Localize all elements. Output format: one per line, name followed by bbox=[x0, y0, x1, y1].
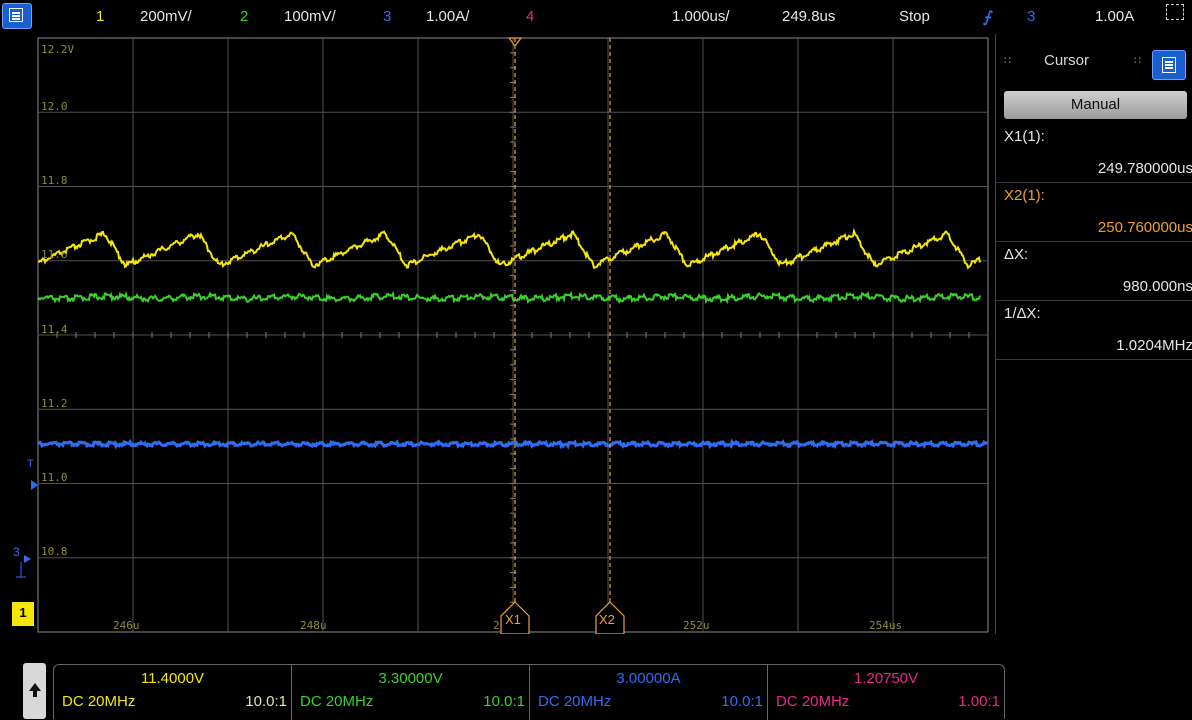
ch3-number[interactable]: 3 bbox=[383, 8, 392, 25]
ch4-coupling: DC 20MHz bbox=[776, 693, 850, 710]
x1-tag-outline bbox=[500, 601, 530, 634]
ch1-offset: 11.4000V bbox=[140, 670, 205, 687]
ch2-probe: 10.0:1 bbox=[483, 693, 525, 710]
ch3-ground-marker[interactable]: 3 bbox=[13, 545, 20, 559]
x-label-250u: 2 bbox=[493, 619, 500, 632]
x1-label: X1(1): bbox=[1004, 128, 1045, 145]
graticule bbox=[16, 37, 989, 634]
panel-header: ∷ Cursor ∷ bbox=[996, 44, 1192, 80]
ch2-number[interactable]: 2 bbox=[240, 8, 249, 25]
x1-value: 249.780000us bbox=[1097, 160, 1192, 177]
ch2-info[interactable]: 3.30000V DC 20MHz 10.0:1 bbox=[291, 665, 529, 720]
delta-x-value: 980.000ns bbox=[1122, 278, 1192, 295]
x2-label: X2(1): bbox=[1004, 187, 1045, 204]
x2-readout[interactable]: X2(1): 250.760000us bbox=[996, 183, 1192, 242]
panel-title: Cursor bbox=[1044, 52, 1090, 69]
y-label-11.0: 11.0 bbox=[41, 471, 68, 484]
status-bar: 1 200mV/ 2 100mV/ 3 1.00A/ 4 1.000us/ 24… bbox=[0, 0, 1192, 34]
drag-grip-icon-2[interactable]: ∷ bbox=[1134, 55, 1141, 67]
y-label-11.4: 11.4 bbox=[41, 323, 68, 336]
delta-x-label: ΔX: bbox=[1004, 246, 1029, 263]
x1-cursor-tag[interactable]: X1 bbox=[505, 612, 521, 627]
x-label-248u: 248u bbox=[300, 619, 327, 632]
inverse-delta-x-value: 1.0204MHz bbox=[1116, 337, 1192, 354]
ch2-scale[interactable]: 100mV/ bbox=[284, 8, 336, 25]
ch4-offset: 1.20750V bbox=[853, 670, 919, 687]
y-label-12.0: 12.0 bbox=[41, 100, 68, 113]
timebase[interactable]: 1.000us/ bbox=[672, 8, 730, 25]
ch1-probe: 10.0:1 bbox=[245, 693, 287, 710]
channel-bar: 11.4000V DC 20MHz 10.0:1 3.30000V DC 20M… bbox=[0, 634, 1192, 720]
trigger-level[interactable]: 1.00A bbox=[1095, 8, 1135, 25]
ch2-offset: 3.30000V bbox=[378, 670, 443, 687]
x-label-246u: 246u bbox=[113, 619, 140, 632]
ch1-ground-marker[interactable]: 1 bbox=[12, 602, 34, 626]
ch1-coupling: DC 20MHz bbox=[62, 693, 136, 710]
x1-readout[interactable]: X1(1): 249.780000us bbox=[996, 124, 1192, 183]
ch3-ground-arrow bbox=[24, 555, 31, 563]
delta-x-readout: ΔX: 980.000ns bbox=[996, 242, 1192, 301]
inverse-delta-x-label: 1/ΔX: bbox=[1004, 305, 1041, 322]
trigger-edge-icon: ⨍ bbox=[983, 9, 991, 26]
ch3-scale[interactable]: 1.00A/ bbox=[426, 8, 470, 25]
drag-grip-icon[interactable]: ∷ bbox=[1004, 55, 1011, 67]
horizontal-delay[interactable]: 249.8us bbox=[782, 8, 836, 25]
arrow-up-icon bbox=[29, 683, 41, 691]
ch2-coupling: DC 20MHz bbox=[300, 693, 374, 710]
ch3-probe: 10.0:1 bbox=[721, 693, 763, 710]
y-label-11.6: 11.6 bbox=[41, 248, 68, 261]
trigger-time-marker bbox=[507, 37, 523, 47]
trigger-marker[interactable]: T bbox=[27, 458, 34, 470]
ch1-scale[interactable]: 200mV/ bbox=[140, 8, 192, 25]
ch3-trace bbox=[36, 438, 988, 450]
ch3-info[interactable]: 3.00000A DC 20MHz 10.0:1 bbox=[529, 665, 767, 720]
ch1-trace bbox=[37, 227, 981, 270]
x2-cursor-tag[interactable]: X2 bbox=[599, 612, 615, 627]
ch4-number[interactable]: 4 bbox=[526, 8, 535, 25]
expand-button[interactable] bbox=[23, 663, 46, 719]
ch1-number[interactable]: 1 bbox=[96, 8, 105, 25]
x2-value: 250.760000us bbox=[1097, 219, 1192, 236]
trigger-source[interactable]: 3 bbox=[1027, 8, 1036, 25]
ch3-offset: 3.00000A bbox=[616, 670, 681, 687]
y-label-11.2: 11.2 bbox=[41, 397, 68, 410]
ch3-coupling: DC 20MHz bbox=[538, 693, 612, 710]
cursor-panel: ∷ Cursor ∷ Manual X1(1): 249.780000us X2… bbox=[995, 34, 1192, 634]
ch4-info[interactable]: 1.20750V DC 20MHz 1.00:1 bbox=[767, 665, 1004, 720]
x2-tag-outline bbox=[595, 601, 625, 634]
ch2-trace bbox=[37, 290, 981, 305]
main-menu-button[interactable] bbox=[2, 3, 32, 29]
channel-info-box: 11.4000V DC 20MHz 10.0:1 3.30000V DC 20M… bbox=[53, 664, 1005, 720]
x-label-254us: 254us bbox=[869, 619, 903, 632]
ch4-probe: 1.00:1 bbox=[958, 693, 1000, 710]
menu-icon bbox=[1162, 57, 1176, 73]
menu-icon bbox=[9, 8, 23, 22]
fullscreen-icon[interactable] bbox=[1166, 4, 1184, 20]
inverse-delta-x-readout: 1/ΔX: 1.0204MHz bbox=[996, 301, 1192, 360]
trigger-level-arrow bbox=[31, 480, 38, 490]
cursor-mode-button[interactable]: Manual bbox=[1004, 91, 1187, 119]
waveform-display[interactable]: 12.2V 12.0 11.8 11.6 11.4 11.2 11.0 10.8… bbox=[0, 34, 995, 634]
x-label-252u: 252u bbox=[683, 619, 710, 632]
ch1-info[interactable]: 11.4000V DC 20MHz 10.0:1 bbox=[54, 665, 291, 720]
y-label-12.2: 12.2V bbox=[41, 43, 75, 56]
y-label-11.8: 11.8 bbox=[41, 174, 68, 187]
panel-menu-button[interactable] bbox=[1152, 50, 1186, 80]
run-state[interactable]: Stop bbox=[899, 8, 930, 25]
y-label-10.8: 10.8 bbox=[41, 545, 68, 558]
